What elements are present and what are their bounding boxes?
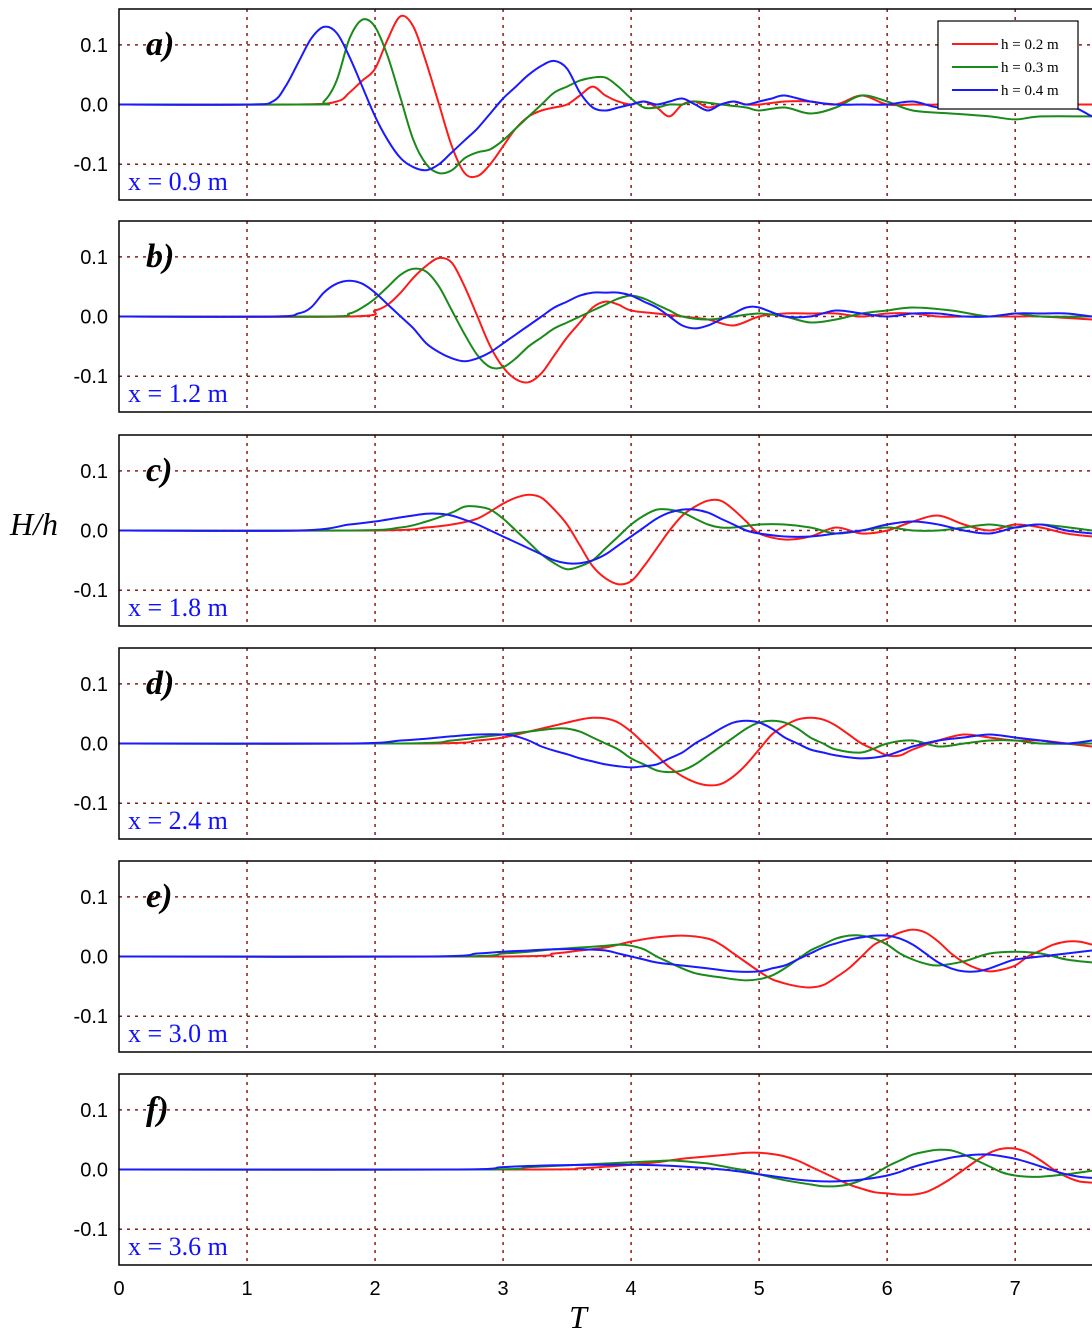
y-tick-label: -0.1: [74, 793, 108, 815]
series-line-0.4: [119, 508, 1092, 565]
panel-b: 0.1 0.0 -0.1 b) x = 1.2 m: [74, 220, 1092, 413]
series-group: [119, 256, 1092, 384]
y-tick-label: -0.1: [74, 580, 108, 602]
x-tick-label: 2: [369, 1278, 380, 1300]
position-label: x = 2.4 m: [128, 806, 228, 835]
x-tick-label: 7: [1010, 1278, 1021, 1300]
x-tick-label: 5: [754, 1278, 765, 1300]
y-axis-label: H/h: [9, 506, 58, 542]
y-tick-label: 0.1: [80, 461, 108, 483]
panel-label: f): [146, 1091, 169, 1128]
series-line-0.4: [119, 25, 1092, 172]
series-line-0.4: [119, 934, 1092, 973]
series-line-0.3: [119, 18, 1092, 175]
y-tick-label: 0.0: [80, 734, 108, 756]
series-line-0.2: [119, 716, 1092, 787]
y-tick-label: 0.0: [80, 307, 108, 329]
position-label: x = 1.8 m: [128, 593, 228, 622]
panel-label: a): [146, 26, 174, 63]
series-group: [119, 928, 1092, 989]
series-line-0.4: [119, 279, 1092, 363]
y-tick-label: 0.1: [80, 35, 108, 57]
series-group: [119, 493, 1092, 586]
panel-label: c): [146, 452, 172, 489]
panel-e: 0.1 0.0 -0.1 e) x = 3.0 m: [74, 860, 1092, 1053]
series-group: [119, 14, 1092, 179]
panel-frame: [118, 8, 1092, 201]
panel-d: 0.1 0.0 -0.1 d) x = 2.4 m: [74, 647, 1092, 840]
panel-label: b): [146, 238, 174, 275]
series-line-0.3: [119, 505, 1092, 571]
panel-a: 0.10.0-0.1a)x = 0.9 mh = 0.2 mh = 0.3 mh…: [74, 8, 1092, 201]
series-line-0.4: [119, 1153, 1092, 1183]
panel-frame: [118, 220, 1092, 413]
panel-label: d): [146, 665, 174, 702]
legend: h = 0.2 m h = 0.3 m h = 0.4 m: [937, 20, 1079, 110]
y-tick-label: 0.0: [80, 1160, 108, 1182]
x-tick-label: 0: [113, 1278, 124, 1300]
panel-label: e): [146, 878, 172, 915]
series-line-0.2: [119, 1147, 1092, 1196]
y-tick-label: 0.0: [80, 521, 108, 543]
y-tick-label: -0.1: [74, 1219, 108, 1241]
series-line-0.2: [119, 928, 1092, 989]
panel-c: 0.1 0.0 -0.1 c) x = 1.8 m: [74, 434, 1092, 627]
x-axis-label: T: [569, 1299, 589, 1335]
position-label: x = 3.6 m: [128, 1232, 228, 1261]
series-line-0.2: [119, 256, 1092, 384]
position-label: x = 3.0 m: [128, 1019, 228, 1048]
x-tick-label: 4: [626, 1278, 637, 1300]
series-group: [119, 716, 1092, 787]
y-tick-label: -0.1: [74, 366, 108, 388]
y-tick-label: -0.1: [74, 154, 108, 176]
position-label: x = 0.9 m: [128, 167, 228, 196]
series-line-0.2: [119, 493, 1092, 586]
position-label: x = 1.2 m: [128, 379, 228, 408]
y-tick-label: 0.1: [80, 247, 108, 269]
legend-box: [937, 20, 1079, 110]
y-tick-label: 0.0: [80, 95, 108, 117]
legend-label: h = 0.3 m: [1001, 60, 1059, 76]
legend-label: h = 0.2 m: [1001, 37, 1059, 53]
panel-frame: [118, 1073, 1092, 1266]
series-line-0.4: [119, 719, 1092, 769]
y-tick-label: 0.1: [80, 887, 108, 909]
series-line-0.3: [119, 934, 1092, 982]
y-tick-label: 0.1: [80, 674, 108, 696]
panel-frame: [118, 434, 1092, 627]
y-tick-label: 0.1: [80, 1100, 108, 1122]
panel-frame: [118, 647, 1092, 840]
series-line-0.3: [119, 267, 1092, 370]
series-line-0.3: [119, 719, 1092, 774]
panel-f: 0.1 0.0 -0.1 f) x = 3.6 m: [74, 1073, 1092, 1266]
series-line-0.3: [119, 1148, 1092, 1188]
panel-frame: [118, 860, 1092, 1053]
series-group: [119, 1147, 1092, 1196]
y-tick-label: -0.1: [74, 1006, 108, 1028]
x-tick-label: 1: [241, 1278, 252, 1300]
x-tick-label: 6: [882, 1278, 893, 1300]
y-tick-label: 0.0: [80, 947, 108, 969]
x-tick-label: 3: [498, 1278, 509, 1300]
legend-label: h = 0.4 m: [1001, 83, 1059, 99]
